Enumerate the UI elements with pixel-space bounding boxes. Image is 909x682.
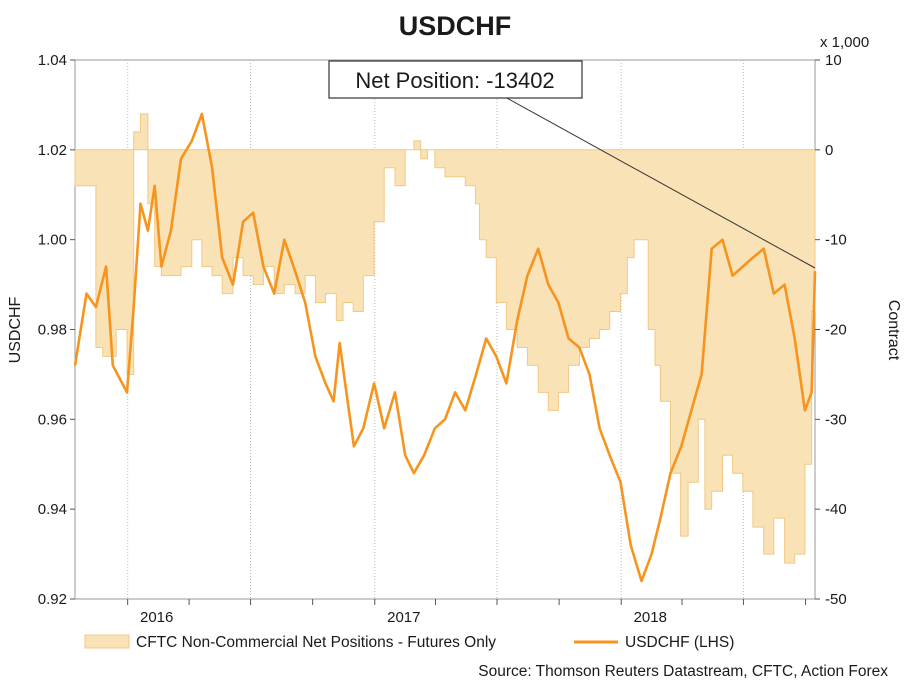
right-tick-label: -20 — [825, 322, 847, 339]
legend: CFTC Non-Commercial Net Positions - Futu… — [84, 634, 734, 651]
callout-text: Net Position: -13402 — [355, 68, 554, 93]
right-tick-label: -40 — [825, 501, 847, 518]
net-position-callout: Net Position: -13402 — [328, 60, 816, 269]
left-tick-label: 1.02 — [38, 142, 67, 159]
chart-title: USDCHF — [399, 11, 512, 41]
legend-swatch-area — [84, 634, 130, 649]
right-tick-label: -10 — [825, 232, 847, 249]
plot-area — [73, 59, 817, 600]
left-axis-title: USDCHF — [7, 296, 24, 363]
left-tick-label: 0.96 — [38, 411, 67, 428]
legend-label-line: USDCHF (LHS) — [625, 634, 734, 651]
left-axis: 0.92 0.94 0.96 0.98 1.00 1.02 1.04 — [38, 52, 75, 608]
multiplier-label: x 1,000 — [820, 34, 869, 51]
right-tick-label: 10 — [825, 52, 842, 69]
left-tick-label: 0.98 — [38, 322, 67, 339]
callout-box — [328, 60, 583, 99]
left-tick-label: 0.92 — [38, 591, 67, 608]
x-axis: 2016 2017 2018 — [127, 599, 807, 626]
left-tick-label: 1.00 — [38, 232, 67, 249]
right-tick-label: -50 — [825, 591, 847, 608]
right-tick-label: -30 — [825, 411, 847, 428]
right-axis: -50 -40 -30 -20 -10 0 10 — [815, 52, 847, 608]
usdchf-line — [73, 112, 817, 583]
legend-label-area: CFTC Non-Commercial Net Positions - Futu… — [136, 634, 496, 651]
left-tick-label: 1.04 — [38, 52, 67, 69]
callout-leader-line — [504, 96, 816, 269]
x-tick-label: 2016 — [140, 609, 173, 626]
x-tick-label: 2017 — [387, 609, 420, 626]
left-tick-label: 0.94 — [38, 501, 67, 518]
source-note: Source: Thomson Reuters Datastream, CFTC… — [478, 663, 888, 680]
net-positions-area — [74, 113, 816, 564]
right-tick-label: 0 — [825, 142, 833, 159]
x-tick-label: 2018 — [634, 609, 667, 626]
right-axis-title: Contract — [885, 300, 902, 361]
